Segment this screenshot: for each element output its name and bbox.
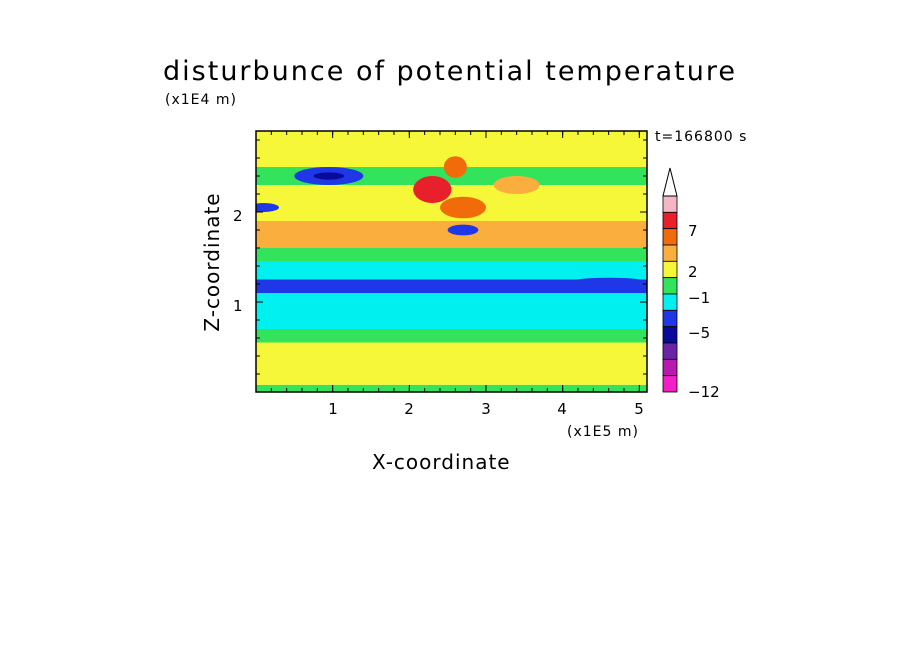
contour-band — [256, 248, 647, 262]
colorbar-arrow — [662, 167, 678, 197]
colorbar-label: −1 — [688, 289, 711, 307]
contour-band — [256, 221, 647, 248]
colorbar-swatch — [662, 293, 678, 311]
colorbar-swatch — [662, 228, 678, 246]
colorbar-label: 7 — [688, 222, 698, 240]
y-unit-label: (x1E4 m) — [165, 92, 237, 108]
contour-band — [256, 384, 647, 392]
x-tick-label: 3 — [481, 400, 491, 418]
colorbar-label: 2 — [688, 263, 698, 281]
contour-feature — [443, 156, 467, 178]
contour-feature — [447, 224, 479, 236]
contour-feature — [256, 203, 279, 212]
colorbar-swatch — [662, 277, 678, 295]
x-tick-label: 5 — [634, 400, 644, 418]
contour-band — [256, 293, 647, 329]
contour-feature — [313, 172, 345, 180]
y-tick-label: 1 — [233, 297, 243, 315]
x-unit-label: (x1E5 m) — [567, 424, 639, 440]
time-annotation: t=166800 s — [655, 129, 748, 145]
x-tick-label: 2 — [404, 400, 414, 418]
colorbar-swatch — [662, 326, 678, 344]
contour-band — [256, 342, 647, 385]
colorbar-swatch — [662, 358, 678, 377]
colorbar-swatch — [662, 211, 678, 230]
colorbar-swatch — [662, 309, 678, 328]
contour-band — [256, 329, 647, 343]
contour-feature — [562, 277, 647, 291]
contour-feature — [440, 196, 486, 219]
y-tick-label: 2 — [233, 207, 243, 225]
colorbar-swatch — [662, 260, 678, 279]
colorbar-label: −5 — [688, 324, 711, 342]
plot-frame — [255, 130, 648, 393]
x-tick-label: 1 — [328, 400, 338, 418]
x-axis-label: X-coordinate — [372, 450, 511, 474]
contour-band — [256, 279, 647, 293]
colorbar-label: −12 — [688, 383, 720, 401]
colorbar-swatch — [662, 244, 678, 262]
contour-field — [256, 131, 647, 392]
contour-feature — [493, 176, 540, 194]
contour-band — [256, 261, 647, 280]
x-tick-label: 4 — [557, 400, 567, 418]
colorbar-swatch — [662, 342, 678, 360]
colorbar-swatch — [662, 375, 678, 393]
contour-feature — [413, 176, 452, 203]
colorbar-swatch — [662, 195, 678, 213]
chart-title: disturbunce of potential temperature — [163, 56, 737, 87]
